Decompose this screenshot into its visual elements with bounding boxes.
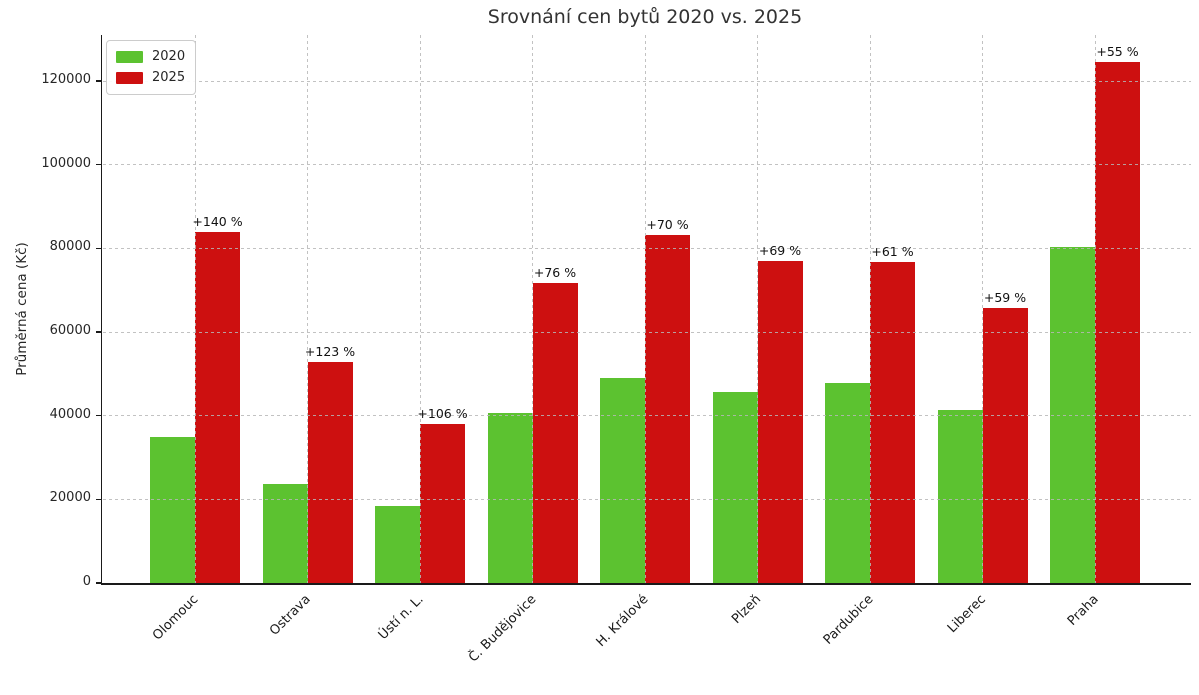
y-tick-label: 80000 — [49, 239, 91, 255]
legend-item-2020: 2020 — [116, 46, 185, 67]
bar-percent-label: +55 % — [1096, 44, 1139, 60]
x-tick-label-text: Č. Budějovice — [465, 592, 540, 666]
bar-percent-label: +123 % — [304, 343, 356, 359]
bar-2020 — [150, 436, 195, 583]
legend-swatch-2020 — [116, 50, 143, 63]
plot-area: +140 % +123 % +106 % +76 % +70 % +69 % +61 % +5… — [101, 35, 1191, 585]
v-gridline — [307, 35, 308, 583]
y-tick-mark — [96, 582, 101, 584]
h-gridline — [103, 247, 1191, 249]
bar-percent-label: +140 % — [192, 213, 243, 229]
h-gridline — [103, 415, 1191, 417]
bar-2025 — [1095, 62, 1140, 583]
legend-label-2025: 2025 — [152, 70, 186, 85]
bar-2020 — [1050, 247, 1095, 583]
y-tick-mark — [96, 163, 101, 166]
y-tick-label: 120000 — [41, 72, 91, 87]
legend-swatch-2025 — [116, 71, 143, 84]
x-tick-label-text: H. Králové — [593, 592, 652, 650]
x-tick-label-text: Liberec — [945, 592, 990, 637]
bar-2025 — [307, 361, 353, 583]
bar-2020 — [375, 506, 420, 583]
bar-2020 — [487, 412, 533, 583]
legend-label-2020: 2020 — [152, 49, 186, 64]
bar-2020 — [262, 483, 308, 583]
bar-2020 — [825, 383, 870, 583]
bar-2025 — [420, 424, 465, 583]
v-gridline — [532, 35, 533, 583]
y-tick-mark — [96, 247, 101, 250]
v-gridline — [419, 35, 421, 583]
h-gridline — [103, 164, 1191, 166]
x-tick-label-text: Ostrava — [267, 592, 315, 639]
h-gridline — [103, 331, 1191, 333]
bar-2025 — [982, 307, 1028, 583]
bar-2020 — [600, 378, 645, 583]
bar-2020 — [937, 409, 983, 583]
y-tick-mark — [96, 414, 101, 417]
v-gridline — [869, 35, 871, 583]
chart-title: Srovnání cen bytů 2020 vs. 2025 — [487, 6, 803, 28]
y-tick-label: 20000 — [49, 490, 91, 506]
bar-2020 — [712, 392, 758, 583]
bar-percent-label: +76 % — [533, 265, 577, 281]
y-tick-mark — [96, 80, 101, 82]
x-tick-label-text: Pardubice — [820, 592, 877, 648]
bar-percent-label: +70 % — [646, 216, 689, 232]
h-gridline — [103, 498, 1191, 500]
y-axis-label: Průměrná cena (Kč) — [14, 242, 30, 376]
v-gridline — [644, 35, 646, 583]
bar-2025 — [532, 283, 578, 583]
x-tick-label-text: Plzeň — [729, 592, 765, 628]
y-tick-mark — [96, 331, 101, 333]
bar-percent-label: +61 % — [871, 243, 914, 259]
x-tick-label-text: Olomouc — [150, 592, 202, 644]
x-tick-label-text: Ústí n. L. — [375, 592, 427, 643]
x-tick-label-text: Praha — [1064, 592, 1102, 629]
bar-percent-label: +106 % — [417, 406, 468, 422]
bar-percent-label: +69 % — [758, 242, 802, 258]
v-gridline — [757, 35, 758, 583]
bar-percent-label: +59 % — [983, 289, 1027, 305]
legend-item-2025: 2025 — [116, 67, 185, 88]
y-tick-label: 100000 — [41, 155, 91, 171]
v-gridline — [194, 35, 196, 583]
y-tick-label: 40000 — [49, 406, 91, 422]
y-tick-label: 60000 — [49, 323, 91, 338]
bar-2025 — [645, 234, 690, 583]
h-gridline — [103, 80, 1191, 82]
legend: 2020 2025 — [106, 40, 197, 95]
bar-2025 — [757, 260, 803, 583]
y-tick-mark — [96, 498, 101, 501]
v-gridline — [982, 35, 983, 583]
v-gridline — [1094, 35, 1096, 583]
bar-2025 — [870, 261, 915, 583]
y-tick-label: 0 — [82, 574, 91, 589]
bar-2025 — [195, 231, 240, 583]
